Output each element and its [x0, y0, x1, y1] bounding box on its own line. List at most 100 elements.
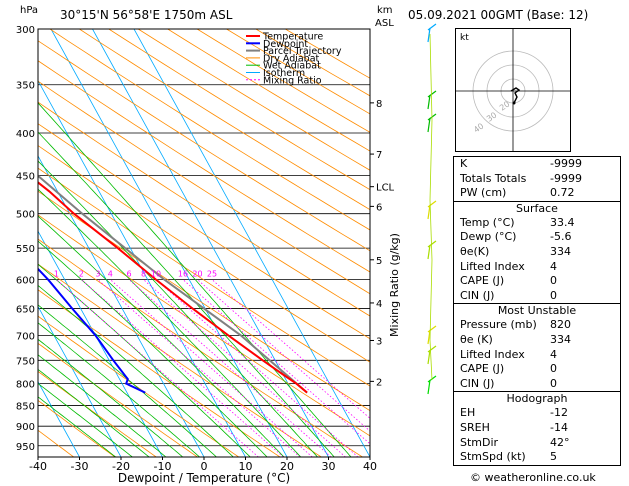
wind-barb-flag — [427, 200, 437, 208]
most-unstable-value: 0 — [550, 376, 557, 390]
most-unstable-value: 334 — [550, 332, 571, 346]
hodograph-stat-value: 5 — [550, 450, 557, 464]
pressure-tick-label: 950 — [16, 442, 35, 453]
pressure-tick-label: 300 — [16, 25, 35, 36]
wind-barb-flag — [427, 325, 437, 333]
surface-row: CIN (J) 0 — [454, 289, 620, 304]
height-tick-label: 7 — [376, 150, 382, 161]
mixing-ratio-line — [211, 279, 370, 419]
index-row: Totals Totals -9999 — [454, 172, 620, 187]
mixing-ratio-line — [81, 279, 284, 457]
index-value: -9999 — [550, 157, 582, 170]
dry-adiabat — [38, 190, 370, 412]
surface-row: Lifted Index 4 — [454, 260, 620, 275]
wind-barb-flag — [427, 345, 437, 353]
dry-adiabat — [38, 315, 239, 457]
surface-row: Dewp (°C) -5.6 — [454, 230, 620, 245]
index-key: PW (cm) — [460, 186, 507, 200]
hodograph-kt-label: kt — [460, 33, 469, 43]
dry-adiabat — [167, 29, 370, 152]
temperature-tick-label: 20 — [280, 460, 294, 473]
surface-key: Lifted Index — [460, 259, 525, 273]
dry-adiabat — [38, 101, 370, 317]
hodograph-stat-value: 42° — [550, 435, 570, 449]
hodograph-ring-label: 20 — [498, 99, 512, 112]
hodograph-trace — [510, 87, 521, 104]
wet-adiabat — [38, 284, 234, 457]
dry-adiabat — [38, 167, 370, 387]
height-tick-label: 8 — [376, 99, 382, 110]
wet-adiabat — [38, 131, 335, 457]
temperature-tick-label: -20 — [112, 460, 130, 473]
surface-value: 334 — [550, 244, 571, 258]
most-unstable-section: Most Unstable Pressure (mb) 820 θe (K) 334 L… — [454, 304, 620, 391]
temperature-tick-label: 10 — [239, 460, 253, 473]
mixing-ratio-line — [182, 279, 370, 445]
dry-adiabat — [38, 342, 198, 457]
temperature-tick-label: 0 — [201, 460, 208, 473]
x-axis-label: Dewpoint / Temperature (°C) — [118, 471, 290, 485]
isotherm-line — [50, 29, 288, 457]
most-unstable-row: θe (K) 334 — [454, 333, 620, 348]
surface-title: Surface — [516, 201, 558, 215]
hodograph-stat-value: -12 — [550, 406, 568, 420]
height-tick-label: 6 — [376, 202, 382, 213]
mixing-ratio-line — [197, 279, 370, 432]
surface-row: θe(K) 334 — [454, 245, 620, 260]
hodograph-ring-label: 40 — [472, 121, 486, 134]
mixing-ratio-label: 25 — [207, 270, 217, 279]
most-unstable-row: CAPE (J) 0 — [454, 362, 620, 377]
temperature-tick-label: -10 — [154, 460, 172, 473]
mixing-ratio-line — [155, 279, 359, 457]
surface-row: Temp (°C) 33.4 — [454, 216, 620, 231]
legend-label: Parcel Trajectory — [263, 46, 342, 57]
pressure-tick-label: 700 — [16, 331, 35, 342]
surface-key: Temp (°C) — [460, 215, 515, 229]
wet-adiabat — [38, 338, 184, 457]
mixing-ratio-label: 8 — [141, 270, 146, 279]
temperature-tick-label: -30 — [71, 460, 89, 473]
dry-adiabat — [108, 29, 370, 191]
dewpoint-line — [38, 267, 146, 394]
temperature-tick-label: -40 — [29, 460, 47, 473]
dry-adiabat — [38, 429, 74, 457]
storm-motion-marker — [512, 101, 516, 105]
mixing-ratio-label: 10 — [151, 270, 161, 279]
wet-adiabat — [38, 354, 167, 457]
surface-key: CIN (J) — [460, 288, 495, 302]
copyright-footer[interactable]: © weatheronline.co.uk — [470, 471, 596, 484]
mixing-ratio-line — [110, 279, 313, 457]
index-key: Totals Totals — [460, 171, 527, 185]
mixing-ratio-label: 3 — [95, 270, 100, 279]
height-tick-label: 5 — [376, 256, 382, 267]
mixing-ratio-line — [97, 279, 301, 457]
mixing-ratio-label: 2 — [79, 270, 84, 279]
wet-adiabat — [38, 240, 268, 457]
wind-barb — [427, 27, 431, 43]
most-unstable-value: 0 — [550, 362, 557, 376]
mixing-ratio-label: 20 — [192, 270, 202, 279]
dry-adiabat — [38, 40, 370, 252]
pressure-tick-label: 450 — [16, 172, 35, 183]
isotherm-line — [38, 305, 122, 457]
mixing-ratio-line — [56, 279, 259, 457]
pressure-tick-label: 900 — [16, 422, 35, 433]
isotherm-line — [38, 456, 39, 457]
most-unstable-value: 4 — [550, 347, 557, 361]
dry-adiabat — [38, 123, 370, 340]
parcel-trajectory-line — [38, 174, 308, 394]
isotherm-line — [38, 79, 246, 457]
hodograph-section: Hodograph EH -12 SREH -14 StmDir 42° StmSpd (k… — [454, 392, 620, 464]
wind-barb — [427, 379, 431, 395]
dry-adiabat — [137, 29, 370, 171]
pressure-tick-label: 550 — [16, 244, 35, 255]
pressure-tick-label: 500 — [16, 210, 35, 221]
surface-key: CAPE (J) — [460, 274, 505, 288]
surface-value: 4 — [550, 259, 557, 273]
wet-adiabat — [38, 368, 150, 457]
hpa-label: hPa — [20, 5, 39, 16]
wind-barb — [427, 349, 431, 365]
height-tick-label: LCL — [376, 183, 395, 194]
pressure-tick-label: 350 — [16, 81, 35, 92]
